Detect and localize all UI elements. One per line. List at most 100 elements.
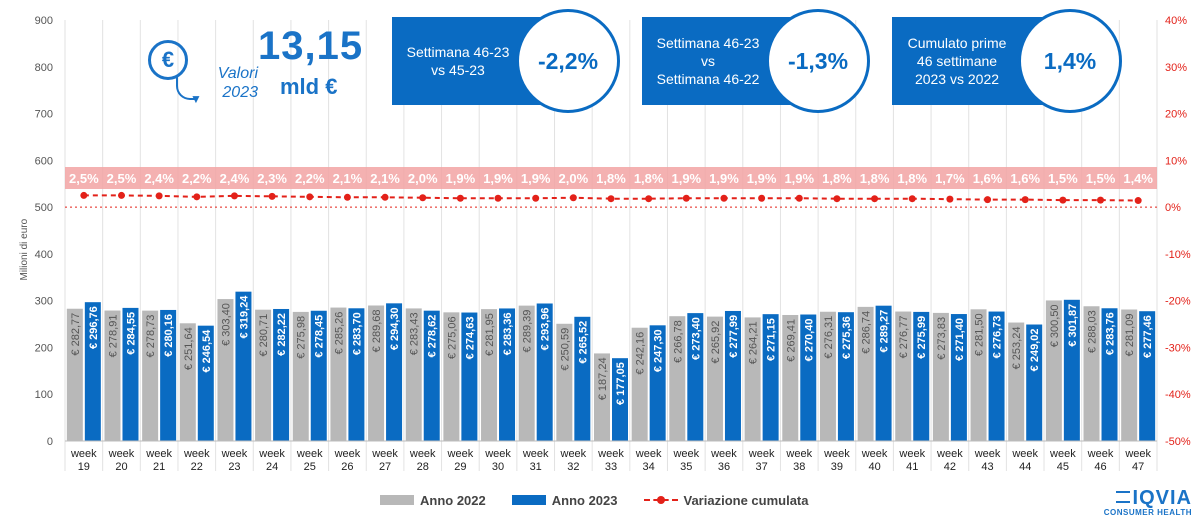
variation-point bbox=[343, 193, 351, 201]
variation-point bbox=[720, 194, 728, 202]
bar-2023 bbox=[235, 291, 252, 441]
bar-2022 bbox=[895, 311, 912, 441]
x-tick-label: week bbox=[70, 448, 97, 460]
legend-swatch-2022 bbox=[380, 495, 414, 505]
x-tick-label: week bbox=[974, 448, 1001, 460]
variation-label: 1,8% bbox=[860, 171, 890, 186]
bar-2023 bbox=[762, 314, 779, 441]
bar-label-2023: € 271,40 bbox=[954, 318, 966, 361]
bar-label-2023: € 319,24 bbox=[238, 295, 250, 339]
variation-label: 2,4% bbox=[144, 171, 174, 186]
valori-label-line1: Valori bbox=[217, 65, 258, 82]
bar-label-2023: € 282,22 bbox=[276, 313, 288, 356]
bar-2022 bbox=[405, 308, 422, 441]
bar-label-2022: € 275,06 bbox=[446, 316, 458, 359]
variation-point bbox=[532, 194, 540, 202]
x-tick-label-number: 20 bbox=[115, 461, 127, 473]
bar-2023 bbox=[1139, 311, 1156, 441]
bar-2023 bbox=[423, 310, 440, 441]
x-tick-label-number: 24 bbox=[266, 461, 278, 473]
x-tick-label-number: 44 bbox=[1019, 461, 1031, 473]
bar-label-2023: € 284,55 bbox=[125, 312, 137, 355]
bar-2022 bbox=[1045, 300, 1062, 441]
bar-2023 bbox=[950, 314, 967, 441]
y2-tick-label: -40% bbox=[1165, 389, 1191, 401]
y-tick-label: 300 bbox=[35, 296, 53, 308]
x-tick-label: week bbox=[371, 448, 398, 460]
x-tick-label: week bbox=[108, 448, 135, 460]
x-tick-label: week bbox=[898, 448, 925, 460]
legend-label-variation: Variazione cumulata bbox=[683, 492, 809, 508]
x-tick-label: week bbox=[1124, 448, 1151, 460]
kpi-label-line3: 2023 vs 2022 bbox=[914, 71, 1000, 87]
x-tick-label: week bbox=[258, 448, 285, 460]
x-tick-label-number: 35 bbox=[680, 461, 692, 473]
variation-label: 1,8% bbox=[822, 171, 852, 186]
variation-point bbox=[1097, 196, 1105, 204]
variation-label: 1,6% bbox=[1010, 171, 1040, 186]
variation-point bbox=[795, 194, 803, 202]
bar-2022 bbox=[706, 316, 723, 441]
variation-point bbox=[268, 192, 276, 200]
y-axis-title: Milioni di euro bbox=[19, 218, 30, 280]
variation-label: 1,8% bbox=[634, 171, 664, 186]
bar-label-2022: € 266,78 bbox=[672, 320, 684, 363]
bar-2023 bbox=[499, 308, 516, 441]
bar-2023 bbox=[310, 310, 327, 441]
bar-label-2023: € 270,40 bbox=[803, 319, 815, 362]
total-unit: mld € bbox=[280, 74, 338, 99]
kpi-week-vs-last-year: Settimana 46-23 vs Settimana 46-22 -1,3% bbox=[642, 9, 870, 113]
x-tick-label: week bbox=[1011, 448, 1038, 460]
bar-2023 bbox=[800, 314, 817, 441]
kpi-label: Settimana 46-23 vs 45-23 bbox=[398, 17, 518, 105]
bar-layer: € 282,77 € 296,76 € 278,91 € 284,55 € 278,73… bbox=[66, 291, 1156, 441]
bar-label-2022: € 281,09 bbox=[1124, 314, 1136, 357]
x-tick-label: week bbox=[409, 448, 436, 460]
bar-2023 bbox=[160, 309, 177, 441]
x-tick-label: week bbox=[221, 448, 248, 460]
x-tick-label: week bbox=[296, 448, 323, 460]
bar-label-2022: € 275,98 bbox=[296, 316, 308, 359]
legend-label-2022: Anno 2022 bbox=[420, 492, 486, 508]
bar-2022 bbox=[142, 310, 159, 441]
bar-label-2022: € 300,50 bbox=[1049, 304, 1061, 347]
variation-point bbox=[193, 193, 201, 201]
kpi-value: -1,3% bbox=[766, 9, 870, 113]
bar-2023 bbox=[1101, 308, 1118, 441]
iqvia-logo-icon bbox=[1115, 491, 1130, 503]
bar-2022 bbox=[744, 317, 761, 441]
iqvia-logo: IQVIA CONSUMER HEALTH bbox=[1092, 488, 1192, 518]
x-tick-label-number: 28 bbox=[417, 461, 429, 473]
x-tick-label-number: 19 bbox=[78, 461, 90, 473]
bar-2023 bbox=[348, 308, 365, 441]
bar-2022 bbox=[631, 327, 648, 441]
y-tick-label: 0 bbox=[47, 436, 53, 448]
x-tick-label: week bbox=[823, 448, 850, 460]
bar-label-2023: € 278,62 bbox=[427, 315, 439, 358]
bar-label-2023: € 277,99 bbox=[728, 315, 740, 358]
bar-label-2022: € 303,40 bbox=[220, 303, 232, 346]
valori-label: Valori 2023 bbox=[198, 64, 258, 102]
bar-label-2022: € 282,77 bbox=[70, 313, 82, 356]
kpi-week-vs-previous: Settimana 46-23 vs 45-23 -2,2% bbox=[392, 9, 620, 113]
bar-2023 bbox=[875, 305, 892, 441]
bar-2022 bbox=[782, 314, 799, 441]
y-tick-label: 900 bbox=[35, 15, 53, 27]
variation-line-layer: 2,5% 2,5% 2,4% 2,2% 2,4% 2,3% 2,2% 2,1% 2,1% 2,0%… bbox=[69, 171, 1153, 205]
y-tick-label: 100 bbox=[35, 389, 53, 401]
x-tick-label-number: 43 bbox=[981, 461, 993, 473]
x-tick-label-number: 34 bbox=[643, 461, 655, 473]
bar-2022 bbox=[594, 353, 610, 441]
y-tick-label: 800 bbox=[35, 62, 53, 74]
bar-label-2022: € 265,92 bbox=[710, 321, 722, 364]
variation-point bbox=[80, 191, 88, 199]
x-tick-label: week bbox=[710, 448, 737, 460]
bar-2022 bbox=[1121, 309, 1138, 441]
bar-label-2022: € 276,31 bbox=[823, 316, 835, 359]
x-tick-label-number: 26 bbox=[341, 461, 353, 473]
bar-label-2023: € 278,45 bbox=[314, 315, 326, 358]
logo-name: IQVIA bbox=[1132, 487, 1192, 509]
bar-2022 bbox=[1008, 322, 1025, 441]
variation-line bbox=[83, 194, 1139, 202]
x-tick-label-number: 45 bbox=[1057, 461, 1069, 473]
